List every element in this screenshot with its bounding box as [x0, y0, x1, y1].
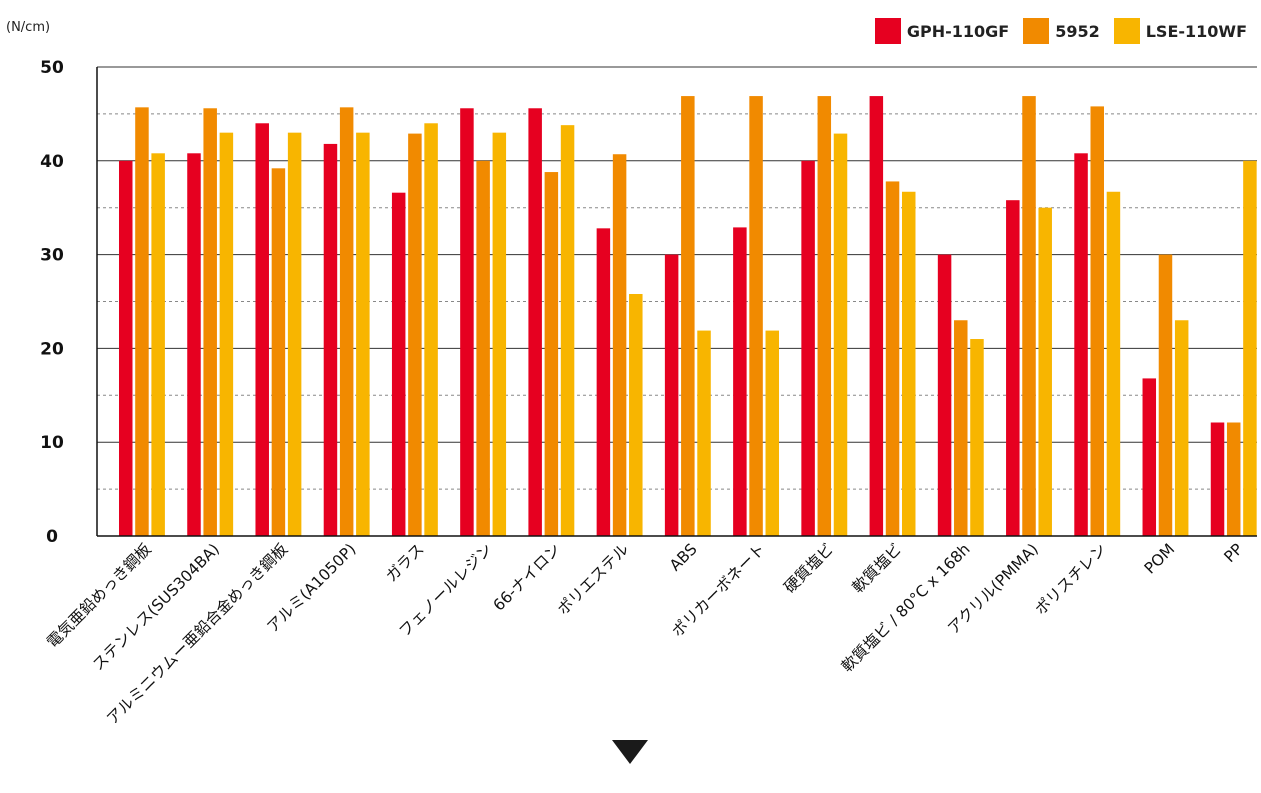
bar: [1142, 378, 1157, 536]
legend-swatch-lse-110wf: [1113, 18, 1140, 44]
bar: [1243, 160, 1257, 537]
unit-label: (N/cm): [6, 20, 51, 35]
bar: [492, 132, 507, 536]
bar: [424, 123, 438, 536]
x-tick-label: ABS: [666, 540, 701, 575]
bar: [1022, 96, 1036, 536]
bar: [151, 153, 165, 536]
bar: [817, 96, 832, 536]
bar: [460, 108, 474, 536]
bar: [408, 133, 422, 536]
x-tick-label: ポリエステル: [554, 540, 632, 618]
down-arrow-icon[interactable]: [612, 740, 648, 764]
x-tick-label: POM: [1141, 540, 1178, 577]
bar: [1038, 207, 1052, 536]
bar: [119, 160, 133, 537]
bar: [869, 96, 884, 536]
bar: [954, 320, 968, 536]
bar: [1158, 254, 1173, 536]
legend-label-gph-110gf: GPH-110GF: [906, 21, 1010, 41]
bar: [255, 123, 269, 536]
bar: [476, 160, 490, 537]
x-tick-label: ポリスチレン: [1032, 540, 1110, 618]
bar: [1174, 320, 1189, 536]
bar: [733, 227, 747, 536]
y-tick-label: 50: [40, 58, 64, 78]
bar: [1226, 422, 1241, 536]
x-tick-label: 軟質塩ビ / 80°C x 168h: [838, 540, 974, 676]
bar: [203, 108, 217, 536]
legend-item-gph-110gf: GPH-110GF: [874, 18, 1010, 44]
bar: [1090, 106, 1104, 537]
bar: [629, 293, 643, 536]
legend-item-5952: 5952: [1023, 18, 1100, 44]
bar: [801, 160, 815, 537]
legend-swatch-gph-110gf: [874, 18, 901, 44]
bar: [901, 191, 916, 536]
bar: [219, 132, 234, 536]
bar: [833, 133, 848, 536]
bar: [356, 132, 370, 536]
y-tick-label: 20: [40, 339, 64, 359]
bar: [1210, 422, 1225, 536]
y-tick-label: 30: [40, 246, 64, 266]
bar: [339, 107, 354, 537]
x-tick-label: ガラス: [382, 540, 427, 585]
x-tick-label: 66-ナイロン: [490, 540, 564, 614]
bar: [187, 153, 201, 536]
y-tick-label: 0: [46, 527, 58, 547]
bar: [970, 339, 984, 536]
bar: [697, 330, 711, 536]
bar: [1006, 200, 1020, 537]
x-tick-label: 軟質塩ビ: [849, 540, 906, 597]
bar: [544, 172, 559, 536]
bar: [1106, 191, 1121, 536]
bar: [1074, 153, 1088, 536]
bar: [596, 228, 611, 536]
bars-group: [119, 96, 1257, 537]
bar: [287, 132, 302, 536]
axes-group: [96, 67, 1257, 537]
x-tick-labels: 電気亜鉛めっき鋼板ステンレス(SUS304BA)アルミニウムー亜鉛合金めっき鋼板…: [43, 540, 1246, 728]
bar: [937, 254, 952, 536]
x-tick-label: PP: [1221, 540, 1247, 566]
x-tick-label: ステンレス(SUS304BA): [89, 540, 223, 674]
legend-label-5952: 5952: [1055, 21, 1100, 41]
bar: [271, 168, 286, 536]
bar: [528, 108, 542, 536]
bar: [749, 96, 763, 536]
bar: [323, 143, 338, 536]
y-tick-label: 40: [40, 152, 64, 172]
legend-item-lse-110wf: LSE-110WF: [1113, 18, 1247, 44]
bar: [681, 96, 695, 536]
legend: GPH-110GF 5952 LSE-110WF: [874, 18, 1247, 44]
legend-label-lse-110wf: LSE-110WF: [1145, 21, 1247, 41]
bar: [560, 125, 575, 536]
bar: [135, 107, 149, 537]
bar: [612, 154, 627, 536]
legend-swatch-5952: [1023, 18, 1050, 44]
bar: [664, 254, 679, 536]
bar: [885, 181, 900, 536]
bar: [765, 330, 780, 536]
y-tick-label: 10: [40, 433, 64, 453]
bar: [391, 192, 406, 536]
x-tick-label: 硬質塩ビ: [781, 540, 838, 597]
y-tick-labels: 0 10 20 30 40 50: [40, 58, 64, 547]
